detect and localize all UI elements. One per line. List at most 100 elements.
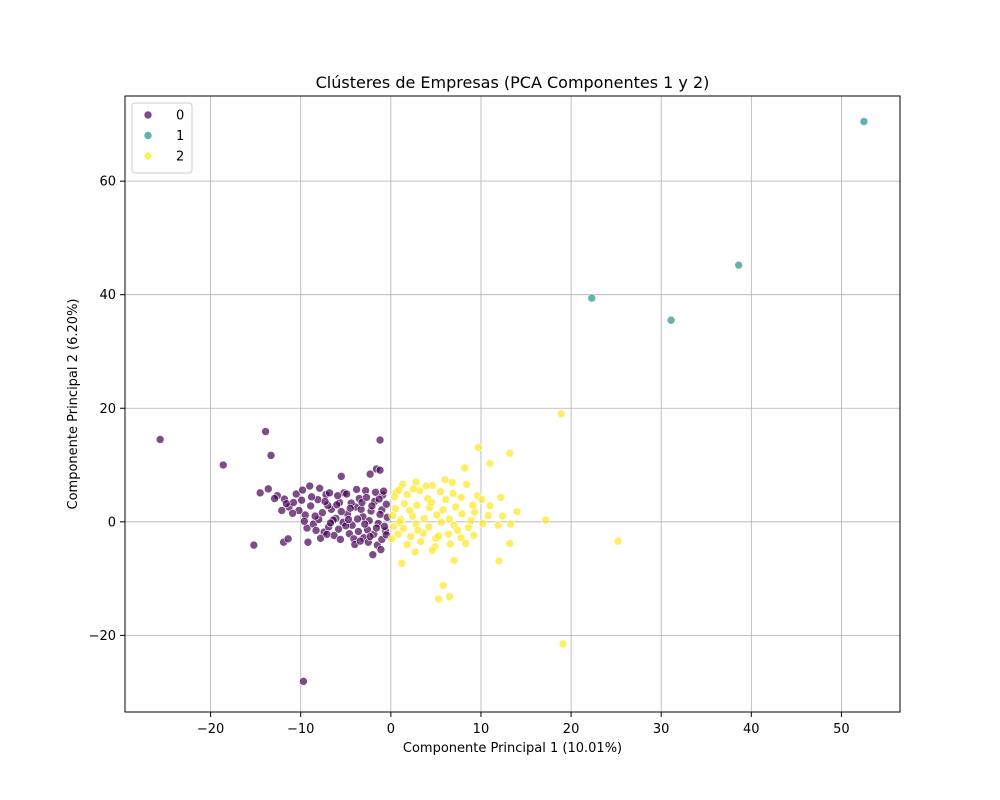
data-point-cluster-0 (345, 503, 355, 513)
data-point-cluster-0 (362, 493, 371, 502)
data-point-cluster-0 (365, 532, 375, 541)
x-tick-label: 50 (833, 722, 850, 737)
data-point-cluster-0 (315, 484, 324, 493)
legend-label-1: 1 (176, 129, 184, 144)
data-point-cluster-0 (310, 511, 320, 521)
data-point-cluster-2 (393, 529, 403, 539)
data-point-cluster-1 (734, 260, 743, 270)
data-point-cluster-2 (506, 519, 515, 529)
data-point-cluster-0 (372, 523, 381, 533)
axis-ticks: −20 −10 0 10 20 30 40 50 −20 0 20 40 60 (89, 175, 850, 737)
data-point-cluster-2 (438, 505, 448, 515)
data-point-cluster-2 (410, 547, 420, 557)
data-point-cluster-2 (400, 499, 409, 508)
data-point-cluster-0 (374, 494, 384, 504)
data-point-cluster-0 (300, 516, 309, 526)
data-point-cluster-0 (342, 489, 351, 499)
y-tick-label: 40 (99, 288, 116, 303)
data-point-cluster-2 (449, 556, 459, 565)
data-point-cluster-0 (355, 536, 365, 546)
data-point-cluster-2 (434, 531, 443, 541)
chart-title: Clústeres de Empresas (PCA Componentes 1… (316, 73, 710, 92)
data-point-cluster-2 (460, 463, 470, 473)
data-point-cluster-0 (298, 485, 307, 495)
data-point-cluster-0 (261, 427, 270, 436)
legend-marker-1 (143, 131, 153, 140)
data-point-cluster-0 (155, 435, 165, 444)
data-point-cluster-0 (307, 492, 316, 502)
data-point-cluster-2 (445, 514, 454, 524)
data-point-cluster-0 (322, 529, 332, 539)
data-point-cluster-2 (493, 520, 503, 530)
data-point-cluster-0 (326, 518, 335, 528)
data-point-cluster-0 (297, 495, 306, 505)
x-tick-label: 10 (473, 722, 490, 737)
data-point-cluster-2 (541, 515, 551, 525)
data-point-cluster-0 (305, 481, 315, 491)
data-point-cluster-0 (353, 514, 362, 524)
data-point-cluster-2 (405, 506, 415, 515)
data-point-cluster-2 (427, 545, 437, 555)
data-point-cluster-2 (496, 493, 506, 502)
y-tick-label: 0 (108, 515, 116, 530)
data-point-cluster-0 (283, 534, 293, 544)
data-point-cluster-2 (432, 510, 442, 520)
plot-frame (124, 95, 901, 713)
x-tick-label: 40 (743, 722, 760, 737)
legend: 0 1 2 (131, 102, 193, 174)
data-point-cluster-2 (397, 558, 406, 568)
data-point-cluster-0 (336, 472, 346, 481)
data-point-cluster-0 (288, 508, 297, 518)
data-point-cluster-2 (512, 507, 522, 516)
data-point-cluster-0 (289, 498, 298, 507)
data-point-cluster-2 (456, 493, 466, 502)
data-point-cluster-0 (255, 488, 265, 498)
legend-marker-2 (143, 151, 153, 161)
data-point-cluster-0 (277, 506, 287, 515)
data-point-cluster-0 (344, 515, 353, 524)
data-point-cluster-2 (437, 518, 446, 527)
data-point-cluster-2 (505, 539, 515, 548)
data-point-cluster-2 (388, 511, 397, 520)
data-point-cluster-2 (424, 522, 433, 532)
data-point-cluster-2 (446, 539, 455, 549)
data-point-cluster-2 (402, 540, 412, 549)
data-point-cluster-2 (453, 526, 462, 535)
data-point-cluster-2 (421, 481, 431, 491)
data-point-cluster-0 (311, 526, 321, 535)
y-tick-label: 60 (99, 175, 116, 190)
data-point-cluster-0 (375, 510, 385, 519)
series-0 (155, 427, 392, 686)
data-point-cluster-2 (445, 592, 454, 602)
data-point-cluster-2 (387, 534, 397, 544)
data-point-cluster-2 (441, 495, 451, 504)
data-point-cluster-0 (306, 501, 315, 511)
data-point-cluster-0 (249, 540, 259, 550)
data-point-cluster-2 (469, 531, 479, 540)
data-point-cluster-0 (354, 527, 363, 536)
data-point-cluster-2 (438, 581, 448, 590)
data-point-cluster-0 (336, 535, 345, 544)
data-point-cluster-2 (485, 501, 495, 511)
data-point-cluster-0 (303, 537, 313, 547)
data-point-cluster-2 (483, 511, 493, 520)
data-point-cluster-0 (365, 469, 375, 479)
data-point-cluster-0 (334, 524, 343, 534)
data-point-cluster-0 (333, 491, 342, 500)
data-point-cluster-2 (505, 448, 515, 458)
data-point-cluster-0 (318, 508, 327, 518)
series-1 (587, 117, 869, 325)
data-point-cluster-2 (389, 522, 398, 531)
y-tick-label: −20 (89, 629, 116, 644)
data-point-cluster-0 (376, 545, 386, 554)
data-point-cluster-2 (395, 518, 405, 527)
x-tick-label: 0 (387, 722, 395, 737)
data-point-cluster-2 (448, 489, 458, 498)
data-point-cluster-1 (666, 315, 676, 325)
x-tick-label: 30 (653, 722, 670, 737)
x-axis-label: Componente Principal 1 (10.01%) (403, 741, 622, 756)
data-point-cluster-2 (416, 537, 425, 546)
data-point-cluster-2 (444, 529, 453, 539)
legend-marker-0 (143, 110, 153, 120)
data-point-cluster-1 (859, 117, 869, 126)
